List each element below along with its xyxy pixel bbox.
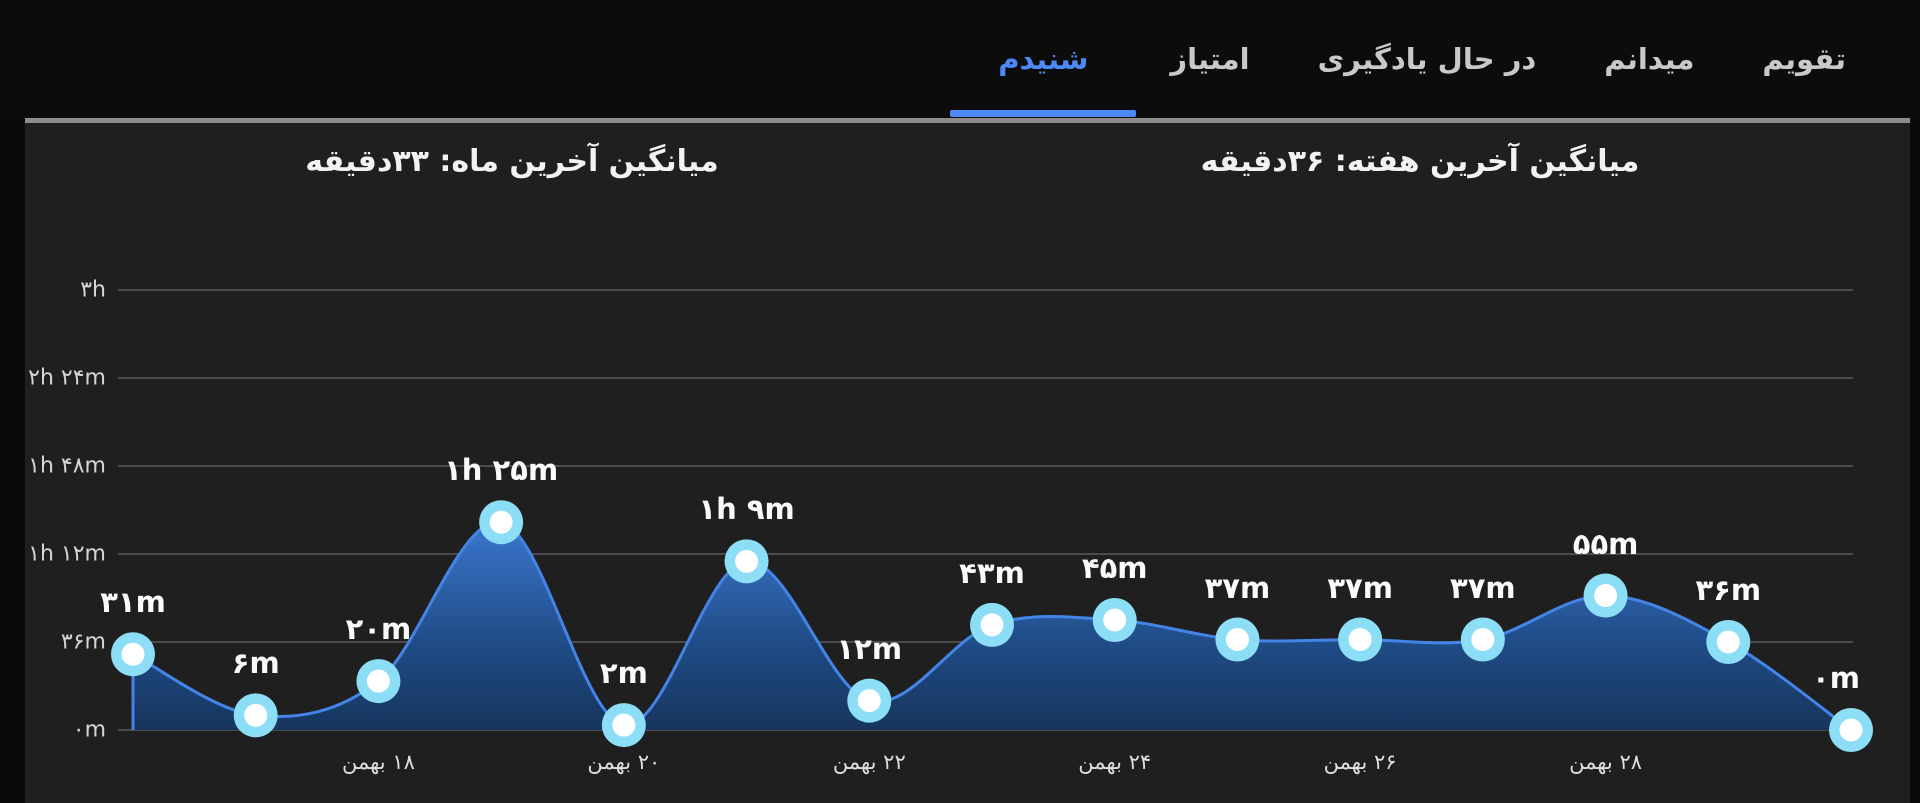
tab-label: امتیاز bbox=[1170, 42, 1250, 76]
tab-3[interactable]: امتیاز bbox=[1136, 0, 1283, 118]
point-value-label-12: ۵۵m bbox=[1572, 526, 1639, 561]
point-value-label-13: ۳۶m bbox=[1695, 573, 1762, 607]
y-axis-label-۳۶m: ۳۶m bbox=[60, 629, 106, 655]
active-tab-underline bbox=[950, 110, 1137, 117]
point-value-label-9: ۳۷m bbox=[1204, 570, 1271, 605]
tab-2[interactable]: در حال یادگیری bbox=[1284, 0, 1571, 118]
tab-1[interactable]: میدانم bbox=[1570, 0, 1728, 118]
point-value-label-7: ۴۳m bbox=[959, 555, 1025, 590]
point-value-label-2: ۲۰m bbox=[345, 612, 412, 647]
point-value-label-11: ۳۷m bbox=[1450, 570, 1516, 605]
point-value-label-14: ۰m bbox=[1812, 661, 1860, 695]
tab-label: در حال یادگیری bbox=[1317, 42, 1537, 76]
point-value-label-6: ۱۲m bbox=[836, 631, 903, 666]
week-average-label: میانگین آخرین هفته: ۳۶دقیقه bbox=[1200, 144, 1640, 179]
tab-0[interactable]: تقویم bbox=[1728, 0, 1880, 118]
month-average-label: میانگین آخرین ماه: ۳۳دقیقه bbox=[305, 144, 719, 179]
tab-label: شنیدم bbox=[998, 42, 1089, 76]
y-axis-label-۱h ۴۸m: ۱h ۴۸m bbox=[28, 453, 106, 479]
x-axis-date-label-4: ۲۶ بهمن bbox=[1323, 750, 1397, 774]
x-axis-date-label-3: ۲۴ بهمن bbox=[1078, 750, 1152, 774]
tab-active[interactable]: شنیدم bbox=[950, 0, 1137, 118]
point-value-label-3: ۱h ۲۵m bbox=[444, 453, 559, 488]
y-axis-label-۲h ۲۴m: ۲h ۲۴m bbox=[28, 365, 106, 391]
y-axis-label-۳h: ۳h bbox=[80, 277, 106, 303]
top-nav: تقویم میدانم در حال یادگیری امتیاز شنیدم bbox=[0, 0, 1920, 118]
point-value-label-0: ۳۱m bbox=[100, 585, 166, 620]
y-axis-label-۱h ۱۲m: ۱h ۱۲m bbox=[28, 541, 106, 567]
point-value-label-4: ۲m bbox=[599, 656, 648, 691]
y-axis-label-۰m: ۰m bbox=[72, 717, 106, 743]
point-value-label-10: ۳۷m bbox=[1327, 570, 1393, 605]
x-axis-date-label-1: ۲۰ بهمن bbox=[587, 750, 661, 774]
point-value-label-8: ۴۵m bbox=[1081, 551, 1148, 585]
point-value-label-5: ۱h ۹m bbox=[698, 492, 795, 527]
x-axis-date-label-2: ۲۲ بهمن bbox=[832, 750, 906, 774]
x-axis-date-label-0: ۱۸ بهمن bbox=[341, 750, 415, 774]
x-axis-date-label-5: ۲۸ بهمن bbox=[1569, 750, 1643, 774]
tab-label: میدانم bbox=[1604, 42, 1695, 76]
tab-label: تقویم bbox=[1762, 42, 1846, 76]
listening-chart-panel bbox=[25, 118, 1910, 803]
point-value-label-1: ۶m bbox=[231, 646, 280, 681]
